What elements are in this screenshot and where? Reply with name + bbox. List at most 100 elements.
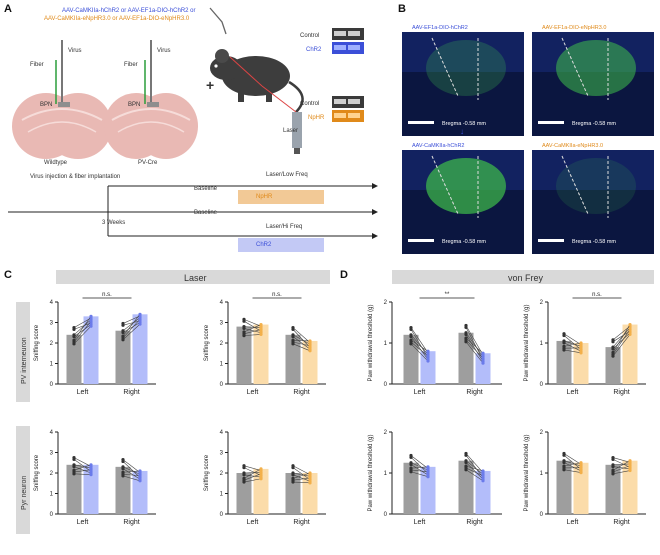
pair-line: [465, 341, 484, 364]
point-laser: [259, 322, 263, 327]
x-tick-label: Left: [77, 519, 89, 526]
point-baseline: [464, 323, 468, 328]
histology-image-3: Bregma -0.58 mm AAV-CaMKIIa-hChR2: [402, 143, 524, 254]
point-laser: [481, 469, 485, 473]
bar-baseline: [458, 460, 474, 514]
y-tick-label: 1: [540, 471, 544, 477]
point-baseline: [242, 471, 246, 475]
pair-line: [410, 455, 429, 469]
pair-line: [243, 320, 262, 332]
pair-line: [122, 314, 141, 337]
histology-image-2: Bregma -0.58 mm AAV-EF1a-DIO-eNpHR3.0: [532, 25, 654, 136]
point-baseline: [611, 350, 615, 355]
y-tick-label: 0: [220, 512, 224, 518]
y-tick-label: 2: [540, 430, 544, 436]
pair-line: [465, 462, 484, 480]
pair-line: [122, 323, 141, 340]
panel-c-header: Laser: [184, 273, 207, 283]
sig-label: **: [445, 292, 450, 298]
pair-line: [73, 466, 92, 474]
pair-line: [73, 464, 92, 469]
pair-line: [122, 475, 141, 482]
pair-line: [563, 349, 582, 354]
fiber-label-left: Fiber: [30, 62, 44, 68]
y-axis-label: Sniffing score: [204, 454, 210, 491]
y-axis-label: Sniffing score: [34, 324, 40, 361]
bar-laser: [83, 464, 99, 514]
y-tick-label: 1: [540, 341, 544, 347]
point-baseline: [72, 333, 76, 337]
point-baseline: [121, 321, 125, 326]
x-tick-label: Left: [414, 389, 426, 396]
y-tick-label: 1: [220, 492, 224, 498]
x-tick-label: Right: [613, 389, 629, 396]
x-tick-label: Right: [293, 519, 309, 526]
pair-line: [73, 316, 92, 341]
pair-line: [292, 481, 311, 484]
timeline-diagram: Virus injection & fiber implantation 3 W…: [8, 172, 378, 252]
histology-image-1: Bregma -0.58 mm AAV-EF1a-DIO-hChR2: [402, 25, 524, 136]
row-label-bg-2: [16, 426, 30, 534]
pair-line: [292, 329, 311, 348]
pair-line: [292, 341, 311, 347]
laser-label: Laser: [283, 128, 298, 134]
point-baseline: [242, 330, 246, 334]
sig-label: n.s.: [102, 292, 112, 298]
pair-line: [612, 330, 631, 342]
x-tick-label: Left: [567, 389, 579, 396]
pair-line: [292, 467, 311, 480]
bar-baseline: [236, 326, 252, 384]
point-baseline: [121, 334, 125, 338]
laser-device: Laser: [283, 112, 302, 154]
bar-chart-D-PV-NpHR: 0 1 2 Paw withdrawal threshold (g) Left Right…: [524, 292, 646, 396]
point-baseline: [464, 464, 468, 468]
timeline-start-label: Virus injection & fiber implantation: [30, 174, 120, 180]
point-baseline: [611, 455, 615, 460]
pair-line: [243, 468, 262, 479]
pair-line: [563, 342, 582, 347]
virus-label-right: Virus: [157, 48, 171, 54]
bar-baseline: [285, 473, 301, 514]
pair-line: [563, 460, 582, 467]
track-baseline-1: Baseline: [194, 210, 218, 216]
pair-line: [563, 469, 582, 473]
point-baseline: [291, 476, 295, 481]
bar-laser: [622, 460, 638, 514]
point-baseline: [409, 461, 413, 465]
pair-line: [73, 469, 92, 473]
y-axis-label: Paw withdrawal threshold (g): [368, 304, 374, 381]
bar-chart-D-Pyr-ChR2: 0 1 2 Paw withdrawal threshold (g) Left Right: [368, 430, 502, 526]
point-baseline: [409, 333, 413, 337]
y-tick-label: 1: [384, 341, 388, 347]
point-baseline: [464, 336, 468, 340]
point-baseline: [121, 465, 125, 469]
pair-line: [292, 472, 311, 479]
y-axis-label: Sniffing score: [34, 454, 40, 491]
pair-line: [410, 462, 429, 471]
bar-baseline: [403, 334, 419, 384]
virus-label-1: AAV-CaMKIIa-hChR2 or AAV-EF1a-DIO-hChR2 …: [62, 8, 196, 14]
y-axis-label: Sniffing score: [204, 324, 210, 361]
histology-title: AAV-EF1a-DIO-hChR2: [412, 25, 468, 31]
point-baseline: [242, 464, 246, 468]
y-axis-label: Paw withdrawal threshold (g): [524, 434, 530, 511]
y-tick-label: 2: [220, 341, 224, 347]
pair-line: [465, 460, 484, 475]
bar-chart-C-PV-ChR2: 0 1 2 3 4 Sniffing score Left Right n.s.: [34, 292, 156, 396]
y-tick-label: 1: [50, 362, 54, 368]
x-tick-label: Left: [414, 519, 426, 526]
pair-line: [612, 466, 631, 470]
virus-label-left: Virus: [68, 48, 82, 54]
x-tick-label: Right: [123, 519, 139, 526]
point-laser: [426, 465, 430, 469]
pair-line: [612, 465, 631, 473]
scale-bar: [538, 121, 564, 124]
pair-line: [292, 336, 311, 350]
virus-label-2: AAV-CaMKIIa-eNpHR3.0 or AAV-EF1a-DIO-eNp…: [44, 16, 190, 22]
bar-chart-C-PV-NpHR: 0 1 2 3 4 Sniffing score Left Right n.s.: [204, 292, 326, 396]
pair-line: [243, 328, 262, 334]
region-label-right: BPN: [128, 102, 140, 108]
panel-c-header-bar: [56, 270, 330, 284]
point-baseline: [72, 325, 76, 330]
point-baseline: [562, 464, 566, 468]
